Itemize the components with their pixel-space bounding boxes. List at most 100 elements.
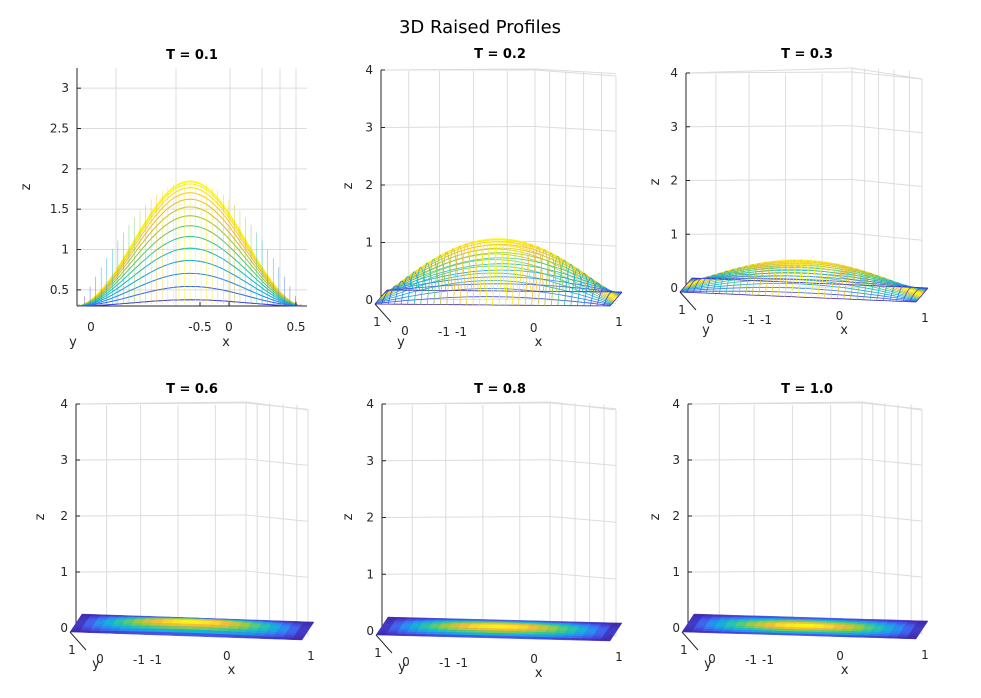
surface-patch <box>693 626 706 630</box>
gridline <box>687 458 863 461</box>
surface-patch <box>474 632 486 636</box>
y-axis-line <box>69 631 87 651</box>
surface-patch <box>916 620 929 624</box>
x-tick-label: -1 <box>455 325 467 339</box>
surface-patch <box>477 625 490 629</box>
surface-mesh <box>375 616 623 642</box>
surface-patch <box>196 629 208 634</box>
subplot-title: T = 0.3 <box>781 47 833 62</box>
y-axis-line <box>679 291 697 311</box>
y-tick-label: -1 <box>438 325 450 339</box>
y-tick-label: -1 <box>439 656 451 670</box>
surface-line <box>705 274 719 294</box>
surface-patch <box>397 629 410 632</box>
y-tick-label: 1 <box>373 315 381 329</box>
surface-patch <box>906 620 919 623</box>
z-axis-label: z <box>648 513 663 520</box>
surface-patch <box>425 617 438 620</box>
gridline <box>685 125 853 128</box>
surface-patch <box>418 627 430 630</box>
surface-patch <box>99 614 112 617</box>
surface-patch <box>473 619 487 621</box>
surface-patch <box>382 622 395 625</box>
surface-patch <box>195 632 207 637</box>
gridline <box>380 126 536 128</box>
gridline <box>245 514 309 522</box>
z-tick-label: 2 <box>366 511 374 525</box>
surface-patch <box>467 627 479 631</box>
surface-line <box>505 239 518 306</box>
gridline <box>685 71 853 74</box>
surface-patch <box>897 619 909 623</box>
surface-patch <box>522 620 535 622</box>
surface-line <box>869 275 883 301</box>
surface-patch <box>128 627 141 632</box>
x-tick-label: -1 <box>456 656 468 670</box>
surface-patch <box>448 625 461 628</box>
surface-patch <box>750 615 763 618</box>
surface-patch <box>149 625 161 629</box>
surface-patch <box>160 622 172 626</box>
gridline <box>75 458 247 461</box>
surface-line <box>856 270 870 300</box>
gridline <box>381 572 551 575</box>
gridlines <box>75 401 309 637</box>
surface-patch <box>493 619 506 622</box>
surface-patch <box>485 629 497 633</box>
z-tick-label: 1 <box>60 565 68 579</box>
surface-line <box>492 238 505 306</box>
surface-patch <box>378 629 390 632</box>
y-axis-label: y <box>398 660 406 675</box>
surface-line <box>485 238 499 305</box>
gridline <box>861 570 923 578</box>
y-tick-label: 0 <box>708 652 716 666</box>
gridline <box>687 402 863 405</box>
surface-line <box>531 246 545 306</box>
gridline <box>861 514 923 522</box>
surface-line <box>686 277 699 293</box>
surface-patch <box>132 620 145 624</box>
surface-patch <box>375 632 388 636</box>
surface-patch <box>139 625 152 629</box>
surface-patch <box>150 622 163 626</box>
surface-patch <box>438 625 451 628</box>
z-tick-label: 4 <box>670 66 678 80</box>
x-tick-label: -1 <box>150 653 162 667</box>
surface-patch <box>127 630 140 635</box>
z-tick-label: 0.5 <box>50 283 69 297</box>
z-tick-label: 4 <box>366 397 374 411</box>
surface-patch <box>108 630 120 634</box>
z-tick-label: 0 <box>670 281 678 295</box>
surface-patch <box>158 616 170 618</box>
surface-patch <box>445 631 457 635</box>
surface-patch <box>464 618 477 621</box>
surface-patch <box>446 629 458 633</box>
surface-patch <box>819 617 831 620</box>
surface-line <box>524 244 538 306</box>
surface-line <box>537 249 551 306</box>
surface-patch <box>119 627 131 632</box>
gridline <box>685 67 853 74</box>
surface-patch <box>408 627 421 630</box>
surface-line <box>452 245 466 305</box>
surface-patch <box>697 621 710 624</box>
surface-patch <box>70 628 83 631</box>
surface-patch <box>188 625 200 630</box>
surface-line <box>712 272 726 294</box>
surface-line <box>420 262 434 305</box>
surface-patch <box>88 630 101 634</box>
gridline <box>851 71 923 80</box>
surface-patch <box>99 627 112 631</box>
surface-patch <box>98 630 111 634</box>
surface-patch <box>80 627 93 631</box>
surface-patch <box>109 614 122 617</box>
surface-line <box>882 279 896 301</box>
surface-patch <box>168 625 181 630</box>
y-tick-label: 0 <box>87 320 95 334</box>
surface-patch <box>430 623 443 626</box>
surface-line <box>413 266 427 305</box>
surface-patch <box>714 625 727 628</box>
